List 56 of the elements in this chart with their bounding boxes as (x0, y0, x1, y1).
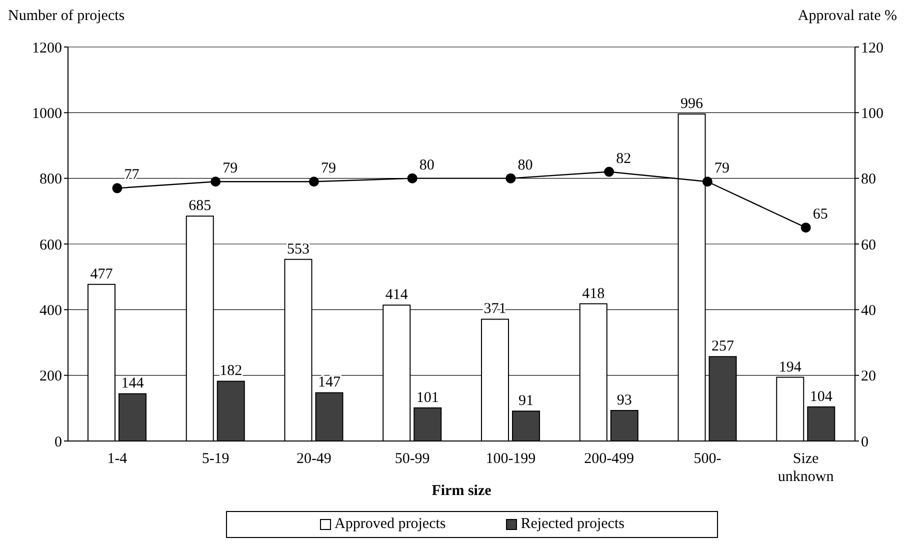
data-label: 93 (616, 392, 632, 408)
data-label: 101 (416, 390, 439, 406)
data-label: 147 (318, 374, 341, 391)
point (702, 176, 712, 187)
point (800, 222, 811, 233)
y-tick-label: 800 (40, 172, 62, 188)
y2-tick-label: 60 (861, 237, 876, 254)
legend-label: Approved projects (334, 516, 446, 533)
y-tick-label: 0 (54, 434, 62, 450)
x-tick-label: 200-499 (584, 451, 634, 467)
y2-tick-label: 20 (861, 368, 876, 385)
x-tick-label: 1-4 (107, 451, 128, 467)
y-axis-title: Number of projects (8, 8, 125, 25)
point (506, 173, 516, 184)
x-tick-label: 100-199 (486, 451, 536, 467)
x-tick-label: 5-19 (202, 451, 230, 467)
y2-axis-title: Approval rate % (798, 8, 897, 25)
x-axis-title: Firm size (432, 483, 492, 499)
data-label: 414 (385, 287, 408, 304)
point (112, 183, 122, 194)
y-tick-label: 1000 (32, 106, 62, 122)
data-label: 79 (320, 160, 336, 177)
data-label: 104 (810, 388, 833, 405)
data-label: 79 (714, 160, 730, 177)
y-tick-label: 200 (40, 368, 62, 385)
data-label: 996 (680, 96, 704, 112)
y2-tick-label: 120 (861, 40, 884, 56)
point (407, 173, 418, 184)
x-tick-label: Size unknown (778, 451, 834, 485)
point (604, 166, 614, 177)
data-label: 144 (121, 376, 144, 392)
x-tick-label: 500- (694, 451, 722, 467)
x-tick-label: 20-49 (296, 451, 332, 467)
legend-label: Rejected projects (520, 516, 624, 533)
point (210, 176, 221, 187)
x-tick-label: 50-99 (394, 451, 430, 467)
data-label: 477 (90, 266, 114, 282)
data-label: 82 (616, 150, 632, 167)
data-label: 65 (812, 206, 828, 223)
data-label: 418 (582, 286, 605, 302)
y-tick-label: 400 (40, 302, 62, 319)
y2-tick-label: 80 (861, 172, 876, 188)
data-label: 553 (287, 241, 310, 258)
data-label: 685 (188, 198, 212, 214)
data-label: 80 (518, 157, 533, 174)
y2-tick-label: 100 (861, 106, 884, 122)
point (308, 176, 319, 187)
y-tick-label: 600 (40, 237, 62, 254)
data-label: 79 (222, 160, 238, 177)
y2-tick-label: 40 (861, 302, 876, 319)
data-label: 91 (518, 393, 534, 410)
data-label: 80 (419, 157, 434, 174)
data-label: 257 (712, 338, 734, 355)
data-label: 194 (778, 359, 802, 376)
y-tick-label: 1200 (32, 40, 62, 56)
y2-tick-label: 0 (861, 434, 868, 450)
